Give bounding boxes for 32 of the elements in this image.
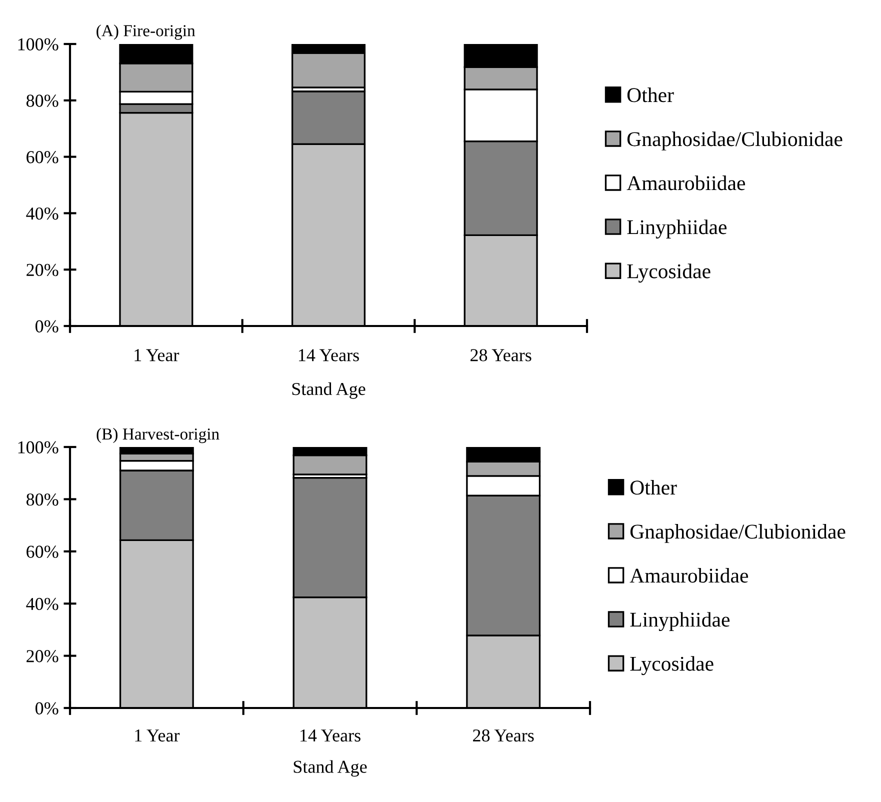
x-axis-title: Stand Age xyxy=(292,382,366,399)
y-tick-label: 40% xyxy=(26,207,58,220)
y-tick-label: 20% xyxy=(26,264,58,276)
x-tick-label: 28 Years xyxy=(473,729,534,742)
legend-label: Gnaphosidae/Clubionidae xyxy=(627,132,842,150)
legend-label: Amaurobiidae xyxy=(626,176,746,190)
y-tick-label: 20% xyxy=(26,650,58,662)
y-tick-label: 100% xyxy=(18,441,58,454)
legend-label: Other xyxy=(630,480,677,495)
y-tick-label: 0% xyxy=(36,320,58,332)
x-axis-title: Stand Age xyxy=(294,760,367,777)
legend-label: Linyphiidae xyxy=(630,612,730,632)
x-tick-label: 1 Year xyxy=(134,349,180,362)
legend-label: Gnaphosidae/Clubionidae xyxy=(630,524,846,543)
chart-title: (A) Fire-origin xyxy=(96,24,196,40)
chart-title: (B) Harvest-origin xyxy=(96,428,220,444)
y-tick-label: 80% xyxy=(26,94,58,107)
y-tick-label: 0% xyxy=(36,702,58,714)
legend-label: Amaurobiidae xyxy=(630,568,748,583)
x-tick-label: 28 Years xyxy=(470,349,532,362)
legend-label: Other xyxy=(627,88,674,102)
y-tick-label: 40% xyxy=(26,598,58,610)
legend-label: Linyphiidae xyxy=(627,220,727,239)
y-tick-label: 80% xyxy=(26,493,58,506)
legend-label: Lycosidae xyxy=(630,656,714,676)
y-tick-label: 60% xyxy=(26,151,58,164)
x-tick-label: 14 Years xyxy=(298,349,359,362)
y-tick-label: 100% xyxy=(18,38,58,50)
legend-label: Lycosidae xyxy=(627,264,710,283)
x-tick-label: 1 Year xyxy=(135,729,180,742)
x-tick-label: 14 Years xyxy=(300,729,360,742)
y-tick-label: 60% xyxy=(26,546,58,558)
